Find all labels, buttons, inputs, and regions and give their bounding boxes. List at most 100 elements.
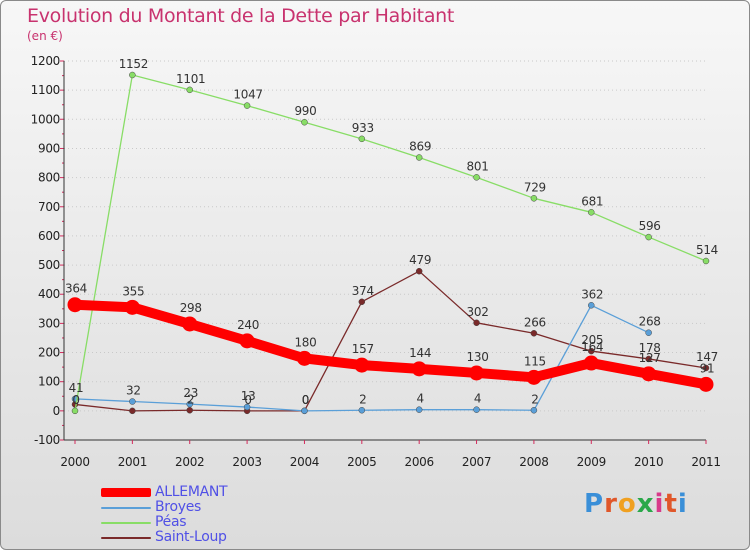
x-tick-label: 2008 [519, 455, 548, 469]
data-point [530, 407, 538, 414]
data-point [301, 407, 308, 415]
data-label: 205 [581, 333, 603, 347]
logo-letter: o [617, 489, 637, 519]
series-line-p-as [74, 74, 707, 412]
data-label: 1152 [119, 57, 148, 71]
data-point [129, 398, 136, 405]
y-tick-label: 500 [38, 258, 60, 272]
x-tick-label: 2011 [691, 455, 720, 469]
y-tick-label: 300 [38, 316, 60, 330]
data-label: 801 [467, 159, 489, 173]
data-point [645, 329, 652, 336]
data-label: 729 [524, 180, 546, 194]
x-tick-label: 2002 [175, 455, 204, 469]
data-point [67, 297, 83, 313]
data-label: 4 [474, 392, 481, 406]
x-tick-label: 2004 [290, 455, 319, 469]
data-point [530, 330, 538, 337]
data-label: 115 [524, 354, 546, 368]
data-label: 933 [352, 121, 374, 135]
legend-swatch [101, 506, 151, 509]
data-point [473, 406, 480, 413]
data-point [698, 376, 714, 392]
data-label: 869 [409, 139, 431, 153]
data-point [645, 233, 652, 241]
data-label: 164 [581, 340, 603, 354]
data-point [702, 257, 710, 265]
data-label: 240 [237, 318, 259, 332]
data-label: 0 [302, 393, 309, 407]
data-label: 2 [359, 392, 366, 406]
proxiti-logo: Proxiti [584, 489, 688, 519]
data-label: 147 [696, 350, 718, 364]
data-point [129, 407, 136, 415]
data-label: 362 [581, 287, 603, 301]
data-label: 4 [417, 392, 424, 406]
data-label: 130 [467, 350, 489, 364]
y-tick-label: 200 [38, 346, 60, 360]
data-point [702, 364, 710, 372]
data-point [415, 406, 423, 413]
logo-letter: x [636, 489, 655, 519]
logo-letter: r [604, 489, 618, 519]
y-tick-label: 0 [53, 404, 60, 418]
y-tick-label: 700 [38, 200, 60, 214]
data-point [358, 407, 366, 414]
data-label: 374 [352, 284, 374, 298]
chart-title: Evolution du Montant de la Dette par Hab… [27, 5, 455, 27]
legend-label: Péas [155, 514, 187, 530]
data-label: 1047 [233, 88, 262, 102]
data-point [583, 355, 599, 371]
data-point [354, 357, 370, 373]
data-label: 298 [180, 301, 202, 315]
data-point [124, 299, 140, 315]
data-point [358, 298, 366, 306]
y-tick-label: 1200 [31, 54, 60, 68]
data-label: 13 [241, 389, 256, 403]
x-tick-label: 2005 [347, 455, 376, 469]
series-line-allemant [70, 299, 711, 390]
data-label: 23 [183, 386, 198, 400]
data-point [473, 174, 480, 181]
data-label: 514 [696, 243, 718, 257]
legend-item: Saint-Loup [101, 530, 227, 545]
data-point [71, 407, 79, 415]
data-point [469, 365, 485, 381]
legend-item: Péas [101, 515, 227, 530]
data-label: 127 [639, 351, 661, 365]
y-tick-label: 400 [38, 287, 60, 301]
x-tick-label: 2003 [232, 455, 261, 469]
y-tick-label: -100 [34, 433, 60, 447]
data-label: 2 [531, 392, 538, 406]
legend-swatch [101, 488, 151, 497]
data-label: 0 [302, 393, 309, 407]
logo-letter: t [664, 489, 678, 519]
data-label: 178 [639, 341, 661, 355]
data-label: 180 [294, 335, 316, 349]
data-label: 266 [524, 315, 546, 329]
data-label: 0 [72, 393, 79, 407]
data-point [473, 319, 480, 327]
series-line-saint-loup [74, 270, 707, 412]
x-tick-label: 2006 [405, 455, 434, 469]
data-point [182, 316, 198, 332]
legend-swatch [101, 536, 151, 539]
data-point [243, 403, 251, 411]
legend-label: Saint-Loup [155, 529, 227, 545]
data-point [641, 366, 657, 382]
data-point [186, 407, 193, 414]
logo-letter: i [677, 489, 688, 519]
data-point [526, 369, 542, 385]
data-point [129, 71, 136, 79]
x-tick-label: 2001 [118, 455, 147, 469]
data-label: 2 [187, 392, 194, 406]
data-point [588, 209, 595, 216]
legend: ALLEMANT Broyes Péas Saint-Loup [101, 485, 228, 545]
legend-label: Broyes [155, 499, 202, 515]
legend-item: ALLEMANT [101, 485, 228, 500]
data-label: 32 [126, 384, 141, 398]
data-label: 355 [122, 284, 144, 298]
data-point [588, 347, 595, 355]
x-tick-label: 2000 [60, 455, 89, 469]
